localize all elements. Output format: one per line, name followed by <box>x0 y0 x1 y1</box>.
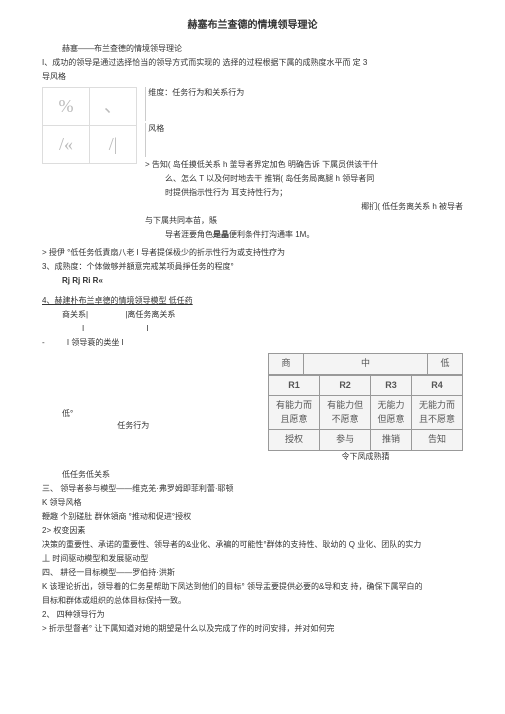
mat-h-3: R4 <box>411 375 462 396</box>
mat-tri-0: 商 <box>269 354 304 375</box>
row1-a: 商关系| <box>62 310 88 319</box>
mat-h-1: R2 <box>320 375 371 396</box>
p9: 2> 权变因素 <box>42 525 463 537</box>
mat-r1-2: 无能力 但愿意 <box>371 396 412 430</box>
mat-tri-1: 中 <box>303 354 427 375</box>
rt-a: 维度：任务行为和关系行为 <box>148 88 244 97</box>
rt-e: 时提供指示性行为 耳支持性行为； <box>165 187 463 199</box>
mat-h-0: R1 <box>269 375 320 396</box>
rt-h: 导者涯要角色是晶便利条件打沟通率 1M。 <box>165 229 463 241</box>
grid-cell-d: /| <box>90 126 137 164</box>
para-1: I、成功的领导是通过选择恰当的领导方式而实现的 选择的过程根据下属的成熟度水平而… <box>42 57 463 69</box>
divider-icon <box>145 123 146 157</box>
matrix-left: 低° 任务行为 <box>42 353 260 465</box>
diagram-text: 维度：任务行为和关系行为 风格 > 告知( 岛任摸低关系 h 釜导者界定加色 明… <box>145 87 463 243</box>
mat-h-2: R3 <box>371 375 412 396</box>
p5b: 任务行为 <box>117 420 149 432</box>
p10: 决策的重要性、承诺的重要性、领导者的&业化、承褊的可能性°群体的支持性、耿幼的 … <box>42 539 463 551</box>
maturity-matrix: 商 中 低 <box>268 353 463 375</box>
matrix-wrap: 商 中 低 R1 R2 R3 R4 有能力而 且愿意 有能力但 不愿意 无能力 … <box>268 353 463 465</box>
diagram-row: % 、 /« /| 维度：任务行为和关系行为 风格 > 告知( 岛任摸低关系 h… <box>42 87 463 243</box>
h4b: 四、 耕径一目标模型——罗伯持·洪斯 <box>42 567 463 579</box>
mat-tri-2: 低 <box>428 354 463 375</box>
mat-r1-3: 无能力而 且不愿意 <box>411 396 462 430</box>
para-3b: Rj Rj Ri R« <box>62 275 463 287</box>
divider-icon <box>145 87 146 121</box>
p11: 丄 时间驱动模型和发展驱动型 <box>42 553 463 565</box>
row1: 商关系| |离任务离关系 <box>42 309 463 321</box>
p12b: 目标和群体或组织的总体目标保持一致。 <box>42 595 463 607</box>
grid-cell-c: /« <box>43 126 90 164</box>
mat-r1-1: 有能力但 不愿意 <box>320 396 371 430</box>
grid-cell-a: % <box>43 88 90 126</box>
row1-b: |离任务离关系 <box>125 310 175 319</box>
mat-r2-0: 授权 <box>269 430 320 451</box>
rt-b: 风格 <box>148 124 164 133</box>
p14: > 折示型督者° 让下属知道对她的期望是什么以及完成了作的时问安排，并对如何完 <box>42 623 463 635</box>
mat-r2-2: 推销 <box>371 430 412 451</box>
doc-title: 赫塞布兰查德的情境领导理论 <box>42 18 463 33</box>
quadrant-grid: % 、 /« /| <box>42 87 137 164</box>
h3: 三、 领导者参与模型——维克羌·弗罗姆即菲利蕾·耶顿 <box>42 483 463 495</box>
rt-g: 与下属共同本苗，賬 <box>145 215 463 227</box>
grid-cell-b: 、 <box>90 88 137 126</box>
p8: 鞭趣 个别磋肚 群休領商 °推动和促进°授权 <box>42 511 463 523</box>
row2: I I <box>82 323 463 335</box>
rt-c: > 告知( 岛任摸低关系 h 釜导者界定加色 明确告诉 下属员供该干什 <box>145 159 463 171</box>
mat-r1-0: 有能力而 且愿意 <box>269 396 320 430</box>
para-1b: 导风格 <box>42 71 463 83</box>
rt-d: 么、怎么 T 以及何时地去干 推销( 岛任务局离腿 h 领导者同 <box>165 173 463 185</box>
heading-4: 4、赫建朴布兰卓德的情境领导模型 低任药 <box>42 295 193 307</box>
para-3: 3、成熟度：个体做够并額意完戒某项員掙任务的程度° <box>42 261 463 273</box>
row3: - I 领导蓑的类坐 I <box>42 337 463 349</box>
p6: 低任务低关系 <box>62 469 463 481</box>
subtitle: 赫塞——布兰查德的情境领导理论 <box>62 43 463 55</box>
rt-f: 椰扪( 低任务离关系 h 被导者 <box>145 201 463 213</box>
p12: K 该理论折出，领导着的仁务星帮助下凤达到他们的目标° 领导盂要提供必要的&导和… <box>42 581 463 593</box>
mat-r2-1: 参与 <box>320 430 371 451</box>
p5c: 令下凤成熟猜 <box>268 451 463 463</box>
p13: 2、 四种领导行为 <box>42 609 463 621</box>
matrix-row: 低° 任务行为 商 中 低 R1 R2 R3 R4 有能力而 且愿意 <box>42 353 463 465</box>
maturity-matrix-body: R1 R2 R3 R4 有能力而 且愿意 有能力但 不愿意 无能力 但愿意 无能… <box>268 375 463 451</box>
p7: K 领导风格 <box>42 497 463 509</box>
p5a: 低° <box>62 408 73 420</box>
para-2: > 授伊 °低任务低責扇八老 I 导者提倸极少的折示性行为或支持性疗为 <box>42 247 463 259</box>
mat-r2-3: 告知 <box>411 430 462 451</box>
